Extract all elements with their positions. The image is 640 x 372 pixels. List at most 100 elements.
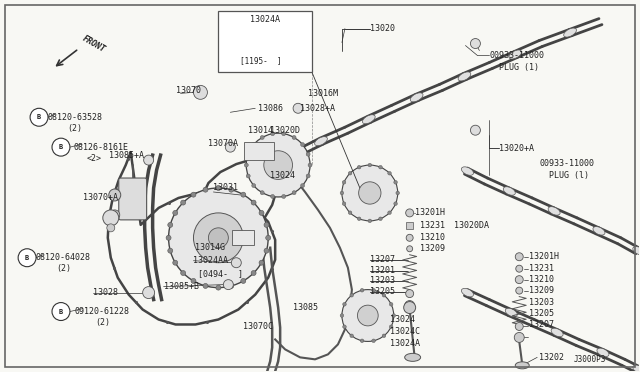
Circle shape [191,192,196,197]
Circle shape [173,211,178,215]
Circle shape [191,279,196,283]
Circle shape [348,211,352,215]
Text: 08120-64028: 08120-64028 [35,253,90,262]
Text: 13209: 13209 [420,244,445,253]
Circle shape [406,246,413,252]
Circle shape [340,191,344,195]
Circle shape [271,132,275,136]
Circle shape [173,260,178,265]
Circle shape [266,235,271,240]
Circle shape [368,163,372,167]
Circle shape [180,270,186,276]
Circle shape [103,210,119,226]
Text: B: B [59,144,63,150]
Circle shape [209,228,228,248]
Ellipse shape [597,348,609,357]
Text: 13203: 13203 [529,298,554,307]
Bar [218,11,312,73]
Circle shape [30,108,48,126]
Text: 13016M: 13016M [308,89,338,98]
Circle shape [282,195,285,199]
Text: PLUG (l): PLUG (l) [549,170,589,180]
Circle shape [382,294,386,297]
Circle shape [264,151,292,179]
Ellipse shape [505,308,517,317]
Circle shape [292,135,296,140]
Text: 13201: 13201 [370,266,395,275]
Circle shape [392,314,396,317]
Text: 00933-11000: 00933-11000 [490,51,545,60]
Circle shape [388,211,391,215]
Text: PLUG (1): PLUG (1) [499,63,540,72]
Text: (2): (2) [95,318,110,327]
Text: 13024A: 13024A [250,15,280,24]
Ellipse shape [515,362,529,369]
Text: 08126-8161E: 08126-8161E [74,142,129,152]
Text: 13203: 13203 [370,276,395,285]
Ellipse shape [551,328,563,337]
Circle shape [394,202,397,205]
Text: 13020: 13020 [370,24,395,33]
Circle shape [180,200,186,205]
Ellipse shape [548,207,560,215]
Text: [1195-  ]: [1195- ] [241,56,282,65]
Circle shape [515,276,524,283]
Circle shape [168,248,173,253]
Bar [244,142,274,160]
Text: 13028+A: 13028+A [300,104,335,113]
Circle shape [342,165,397,221]
Circle shape [340,314,344,317]
Text: 08120-63528: 08120-63528 [47,113,102,122]
Circle shape [372,339,376,343]
Circle shape [342,325,346,328]
Circle shape [516,287,523,294]
Ellipse shape [362,115,375,124]
Text: [0494-  ]: [0494- ] [198,269,243,278]
Circle shape [260,135,264,140]
Circle shape [231,258,241,268]
Text: 13231: 13231 [420,221,445,230]
Circle shape [306,174,310,178]
Text: J3000P3: J3000P3 [574,355,607,364]
Circle shape [241,279,246,283]
Circle shape [246,133,310,197]
Circle shape [107,224,115,232]
Circle shape [52,302,70,321]
Circle shape [516,265,523,272]
Circle shape [404,302,415,314]
Circle shape [342,180,346,184]
Ellipse shape [315,137,328,146]
Circle shape [143,286,155,299]
Circle shape [470,125,481,135]
Ellipse shape [458,72,471,81]
Ellipse shape [461,288,474,297]
Circle shape [260,191,264,195]
Text: 13020DA: 13020DA [454,221,490,230]
Circle shape [271,195,275,199]
FancyBboxPatch shape [119,178,147,220]
Text: B: B [37,114,41,120]
Circle shape [301,142,305,147]
Circle shape [193,213,243,263]
Circle shape [203,187,208,192]
Ellipse shape [564,28,577,37]
Text: B: B [25,255,29,261]
Text: 13024: 13024 [270,170,295,180]
Circle shape [228,283,234,288]
Text: 13210: 13210 [420,233,445,242]
Text: 13207: 13207 [370,255,395,264]
Circle shape [282,132,285,136]
Circle shape [406,290,413,298]
Circle shape [18,249,36,267]
Circle shape [252,183,256,187]
Bar [406,222,413,229]
Bar [232,230,254,245]
Circle shape [379,166,382,169]
Circle shape [264,248,269,253]
Circle shape [350,334,353,337]
Text: 13024C: 13024C [390,327,420,336]
Circle shape [52,138,70,156]
Circle shape [223,280,234,290]
Ellipse shape [503,187,515,195]
Circle shape [110,210,120,220]
